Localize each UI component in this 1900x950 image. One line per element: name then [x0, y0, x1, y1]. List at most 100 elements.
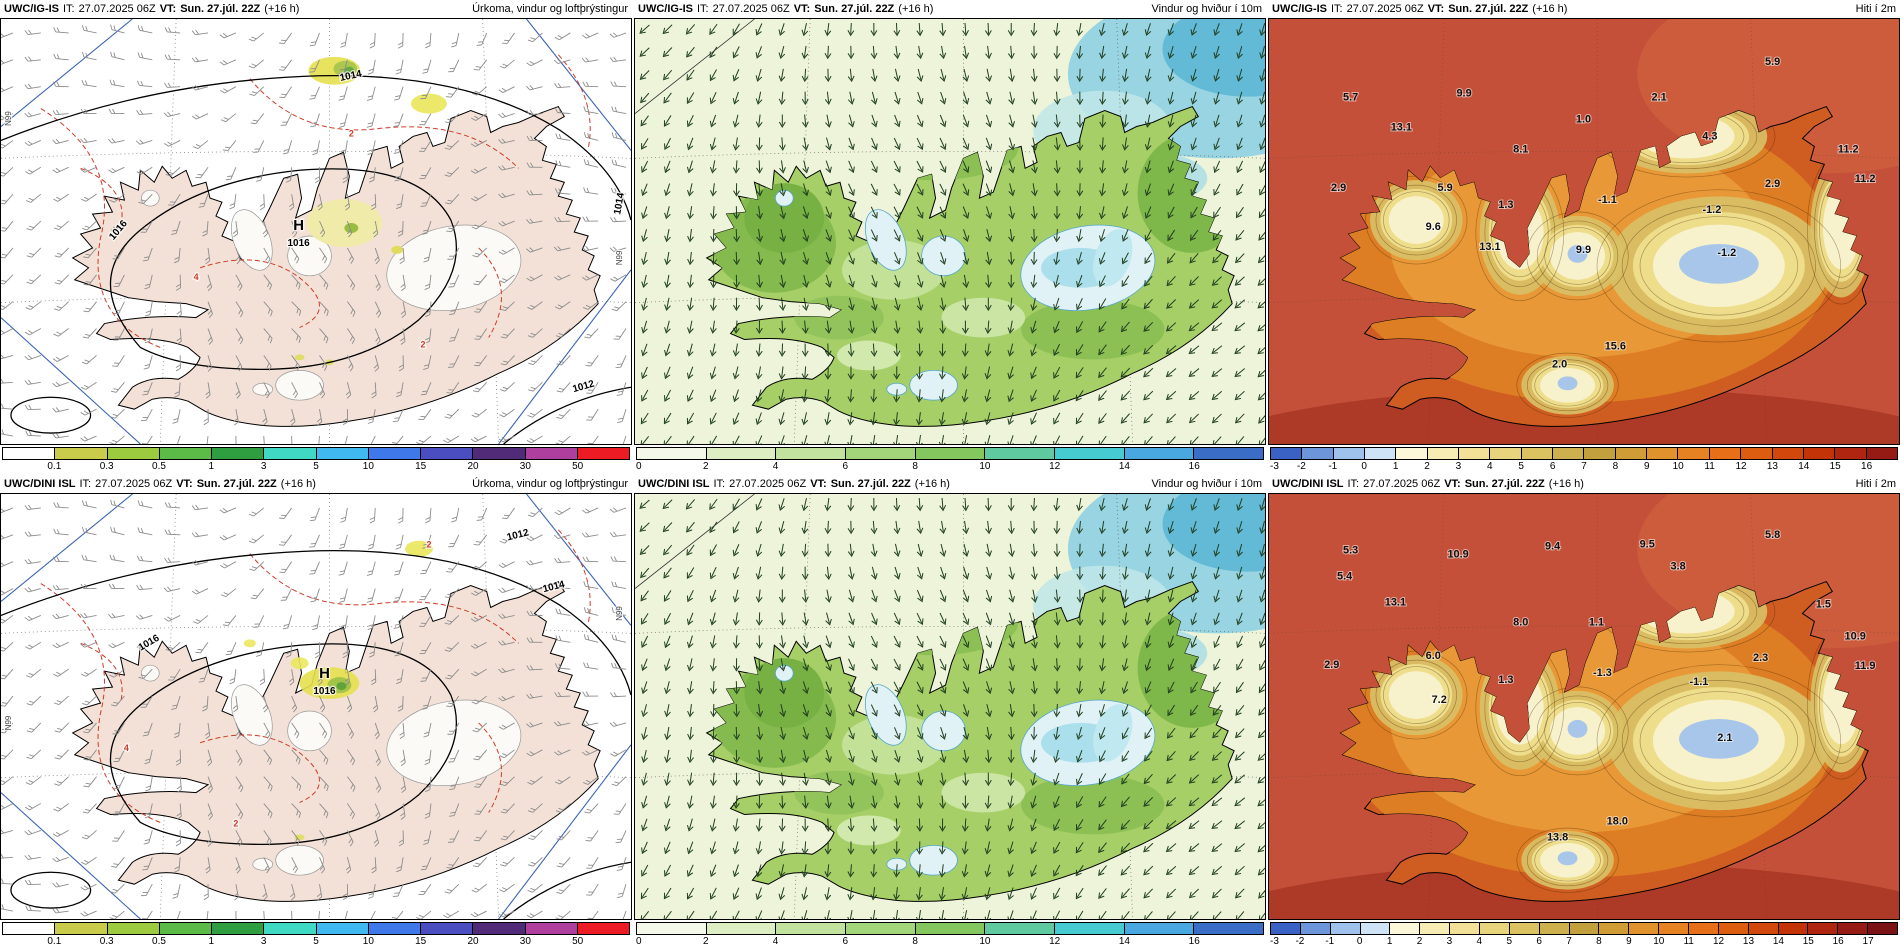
scale-labels: 0.1 0.3 0.5 1 3 5 10 15 20 30 50	[2, 935, 630, 948]
scale-segment	[212, 923, 265, 934]
product-title: Úrkoma, vindur og loftþrýstingur	[472, 478, 628, 490]
temp-value-label: 2.0	[1552, 358, 1567, 370]
scale-tick-label: 15	[1829, 461, 1841, 472]
scale-tick-label: 5	[313, 461, 319, 472]
color-scale: -3 -2 -1 0 1 2 3 4 5 6 7 8 9 10 11 12 13 14 15 16	[1268, 445, 1900, 475]
scale-tick-label: 10	[979, 461, 991, 472]
scale-tick-label: 16	[1861, 461, 1873, 472]
red-contour-label: 4	[194, 272, 199, 282]
temp-value-label: 2.9	[1331, 182, 1346, 194]
temp-value-label: 2.1	[1717, 732, 1732, 744]
scale-segment	[577, 923, 629, 934]
scale-tick-label: 20	[467, 461, 479, 472]
temp-value-label: 5.7	[1343, 92, 1358, 104]
scale-tick-label: 50	[572, 461, 584, 472]
panel-header: UWC/IG-IS IT: 27.07.2025 06Z VT: Sun. 27…	[634, 0, 1266, 18]
scale-segment	[1647, 448, 1679, 459]
color-scale: 0 2 4 6 8 10 12 14 16	[634, 920, 1266, 950]
product-title: Hiti í 2m	[1855, 478, 1896, 490]
scale-tick-label: 6	[842, 936, 849, 947]
scale-tick-label: 14	[1118, 936, 1130, 947]
temp-value-label: 1.5	[1816, 598, 1831, 610]
temp-value-label: 10.9	[1845, 630, 1866, 642]
scale-tick-label: 7	[1581, 461, 1587, 472]
scale-segment	[1360, 923, 1391, 934]
color-scale-bar	[2, 447, 630, 460]
scale-segment	[637, 923, 707, 934]
init-label: IT:	[79, 478, 92, 490]
scale-tick-label: 2	[702, 936, 709, 947]
scale-tick-label: 6	[1549, 461, 1556, 472]
scale-segment	[706, 448, 777, 459]
scale-tick-label: 11	[1683, 936, 1694, 947]
scale-labels: 0 2 4 6 8 10 12 14 16	[636, 935, 1264, 948]
init-label: IT:	[1331, 3, 1343, 15]
panel-header: UWC/DINI ISL IT: 27.07.2025 06Z VT: Sun.…	[1268, 475, 1900, 493]
model-name: UWC/IG-IS	[1272, 3, 1327, 15]
scale-tick-label: 6	[1536, 936, 1542, 947]
scale-segment	[1629, 923, 1660, 934]
scale-tick-label: 10	[1653, 936, 1665, 947]
lead-time: (+16 h)	[1548, 478, 1584, 490]
map-wind-igis	[634, 18, 1266, 445]
scale-segment	[421, 448, 474, 459]
scale-tick-label: 15	[1802, 936, 1814, 947]
scale-labels: 0.1 0.3 0.5 1 3 5 10 15 20 30 50	[2, 460, 630, 473]
temp-value-label: 13.1	[1479, 241, 1500, 253]
grid-line-label: N99	[4, 111, 13, 126]
scale-segment	[706, 923, 777, 934]
map-canvas-temp: 5.7 9.9 2.1 5.9 1.0 13.1 8.1 4.3 11.2 11.2 2.9 5.9 1…	[1269, 19, 1899, 444]
color-scale: 0 2 4 6 8 10 12 14 16	[634, 445, 1266, 475]
scale-segment	[316, 448, 369, 459]
valid-label: VT:	[793, 3, 811, 15]
scale-tick-label: 4	[772, 461, 779, 472]
color-scale: -3 -2 -1 0 1 2 3 4 5 6 7 8 9 10 11 12 13 14 15 16 17	[1268, 920, 1900, 950]
scale-tick-label: 0	[1356, 936, 1363, 947]
scale-segment	[1539, 923, 1570, 934]
scale-tick-label: 2	[1424, 461, 1430, 472]
panel-wind-igis: UWC/IG-IS IT: 27.07.2025 06Z VT: Sun. 27…	[634, 0, 1266, 475]
scale-segment	[1271, 923, 1301, 934]
scale-segment	[915, 448, 986, 459]
map-temp-dini: 5.3 10.9 9.4 9.5 3.8 5.8 5.4 13.1 8.0 1.1 1.5 10.9 2…	[1268, 493, 1900, 920]
scale-tick-label: 3	[1455, 461, 1462, 472]
scale-tick-label: 10	[979, 936, 991, 947]
panel-precip-igis: UWC/IG-IS IT: 27.07.2025 06Z VT: Sun. 27…	[0, 0, 632, 475]
init-time: 27.07.2025 06Z	[712, 3, 790, 15]
scale-segment	[525, 923, 578, 934]
temp-value-label: 5.9	[1765, 56, 1780, 68]
model-name: UWC/DINI ISL	[1272, 478, 1344, 490]
scale-tick-label: 2	[1416, 936, 1423, 947]
map-wind-dini	[634, 493, 1266, 920]
scale-segment	[776, 448, 847, 459]
temp-value-label: 2.9	[1324, 659, 1339, 671]
scale-segment	[1271, 448, 1303, 459]
init-label: IT:	[697, 3, 709, 15]
scale-segment	[473, 923, 526, 934]
scale-tick-label: 13	[1742, 936, 1755, 947]
temp-value-label: 1.3	[1498, 199, 1513, 211]
scale-tick-label: 14	[1772, 936, 1784, 947]
temp-value-label: 5.8	[1765, 529, 1780, 541]
grid-line-label: N99	[615, 606, 624, 621]
scale-segment	[212, 448, 265, 459]
scale-segment	[1718, 923, 1749, 934]
scale-segment	[915, 923, 986, 934]
valid-label: VT:	[1427, 3, 1445, 15]
color-scale: 0.1 0.3 0.5 1 3 5 10 15 20 30 50	[0, 920, 632, 950]
temp-value-label: 4.3	[1702, 130, 1717, 142]
scale-segment	[1396, 448, 1428, 459]
scale-tick-label: 5	[1518, 461, 1524, 472]
map-precip-igis: H 1016 1014 1012 1016 1014 2 4 2 N99 N99	[0, 18, 632, 445]
lead-time: (+16 h)	[280, 478, 316, 490]
scale-tick-label: 13	[1766, 461, 1778, 472]
panel-temp-igis: UWC/IG-IS IT: 27.07.2025 06Z VT: Sun. 27…	[1268, 0, 1900, 475]
scale-segment	[846, 448, 916, 459]
scale-tick-label: 15	[415, 461, 427, 472]
valid-time: Sun. 27.júl. 22Z	[814, 3, 895, 15]
temp-value-label: 2.3	[1753, 652, 1768, 664]
scale-segment	[368, 448, 421, 459]
temp-value-label: -1.1	[1690, 676, 1709, 688]
scale-segment	[1333, 448, 1366, 459]
